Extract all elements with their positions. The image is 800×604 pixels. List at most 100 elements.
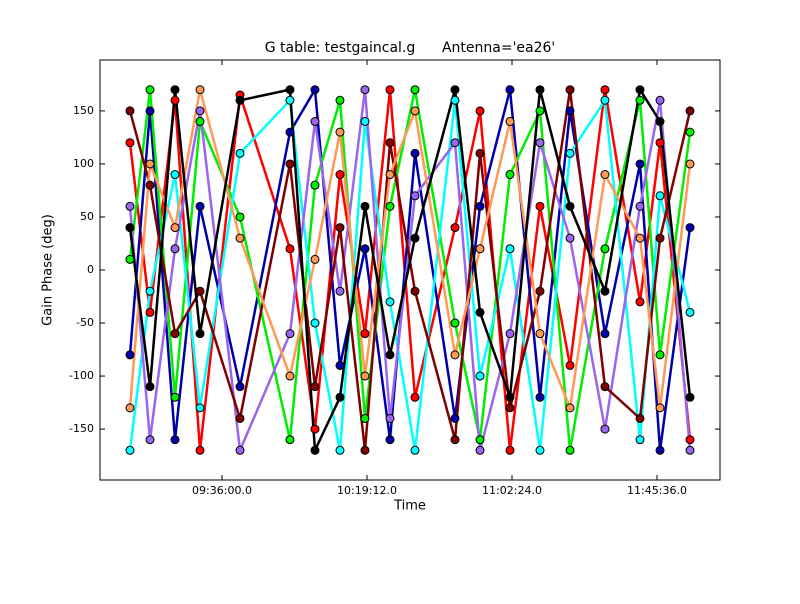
x-tick-label: 11:45:36.0 (627, 484, 687, 497)
data-point (195, 445, 205, 455)
x-tick-label: 10:19:12.0 (337, 484, 397, 497)
data-point (125, 138, 135, 148)
series-line (128, 89, 692, 451)
data-point (170, 435, 180, 445)
data-point (360, 117, 370, 127)
data-point (565, 445, 575, 455)
data-point (285, 435, 295, 445)
data-point (285, 329, 295, 339)
data-point (145, 106, 155, 116)
data-point (310, 85, 320, 95)
data-point (565, 85, 575, 95)
x-axis-label: Time (393, 499, 426, 514)
chart-title: G table: testgaincal.g Antenna='ea26' (265, 40, 556, 56)
data-point (505, 244, 515, 254)
data-point (450, 350, 460, 360)
data-point (170, 329, 180, 339)
data-point (475, 244, 485, 254)
data-point (685, 445, 695, 455)
data-point (385, 170, 395, 180)
data-point (410, 392, 420, 402)
data-point (285, 371, 295, 381)
data-point (195, 106, 205, 116)
data-point (335, 170, 345, 180)
data-point (535, 85, 545, 95)
data-point (655, 233, 665, 243)
series-line (128, 89, 692, 451)
data-point (535, 286, 545, 296)
data-point (410, 191, 420, 201)
data-point (475, 307, 485, 317)
data-point (125, 201, 135, 211)
data-point (410, 106, 420, 116)
data-point (655, 350, 665, 360)
y-tick-label: -100 (69, 369, 94, 382)
data-point (310, 424, 320, 434)
data-point (635, 201, 645, 211)
data-point (450, 223, 460, 233)
data-point (655, 191, 665, 201)
data-point (535, 392, 545, 402)
data-point (145, 159, 155, 169)
data-point (535, 445, 545, 455)
data-point (600, 424, 610, 434)
data-point (635, 297, 645, 307)
y-tick-label: -50 (76, 316, 94, 329)
data-point (450, 138, 460, 148)
y-axis-label: Gain Phase (deg) (41, 214, 56, 326)
data-point (170, 85, 180, 95)
data-point (475, 371, 485, 381)
data-point (125, 445, 135, 455)
data-point (235, 212, 245, 222)
data-point (565, 233, 575, 243)
data-point (195, 286, 205, 296)
data-point (505, 403, 515, 413)
data-point (635, 413, 645, 423)
data-point (600, 286, 610, 296)
data-point (310, 445, 320, 455)
data-point (310, 254, 320, 264)
data-point (310, 318, 320, 328)
x-tick-label: 09:36:00.0 (192, 484, 252, 497)
data-point (145, 85, 155, 95)
y-tick-label: 0 (87, 263, 94, 276)
data-point (655, 403, 665, 413)
data-point (235, 445, 245, 455)
data-point (335, 95, 345, 105)
data-point (360, 445, 370, 455)
data-point (565, 360, 575, 370)
data-point (360, 244, 370, 254)
data-point (145, 382, 155, 392)
data-point (360, 413, 370, 423)
series-line (128, 96, 692, 451)
data-point (360, 85, 370, 95)
data-point (535, 106, 545, 116)
data-point (335, 223, 345, 233)
data-point (335, 360, 345, 370)
data-point (475, 201, 485, 211)
data-point (600, 244, 610, 254)
series-line (128, 89, 692, 413)
data-point (565, 148, 575, 158)
data-point (385, 201, 395, 211)
data-point (685, 223, 695, 233)
plot-area (125, 85, 695, 456)
data-point (410, 148, 420, 158)
data-point (450, 435, 460, 445)
data-point (385, 297, 395, 307)
data-point (685, 392, 695, 402)
data-point (360, 329, 370, 339)
data-point (410, 286, 420, 296)
data-point (285, 244, 295, 254)
y-tick-label: 150 (73, 104, 94, 117)
data-point (685, 435, 695, 445)
data-point (235, 382, 245, 392)
data-point (475, 148, 485, 158)
data-point (505, 329, 515, 339)
data-point (385, 435, 395, 445)
data-point (235, 413, 245, 423)
data-point (385, 138, 395, 148)
data-point (285, 95, 295, 105)
data-point (285, 127, 295, 137)
